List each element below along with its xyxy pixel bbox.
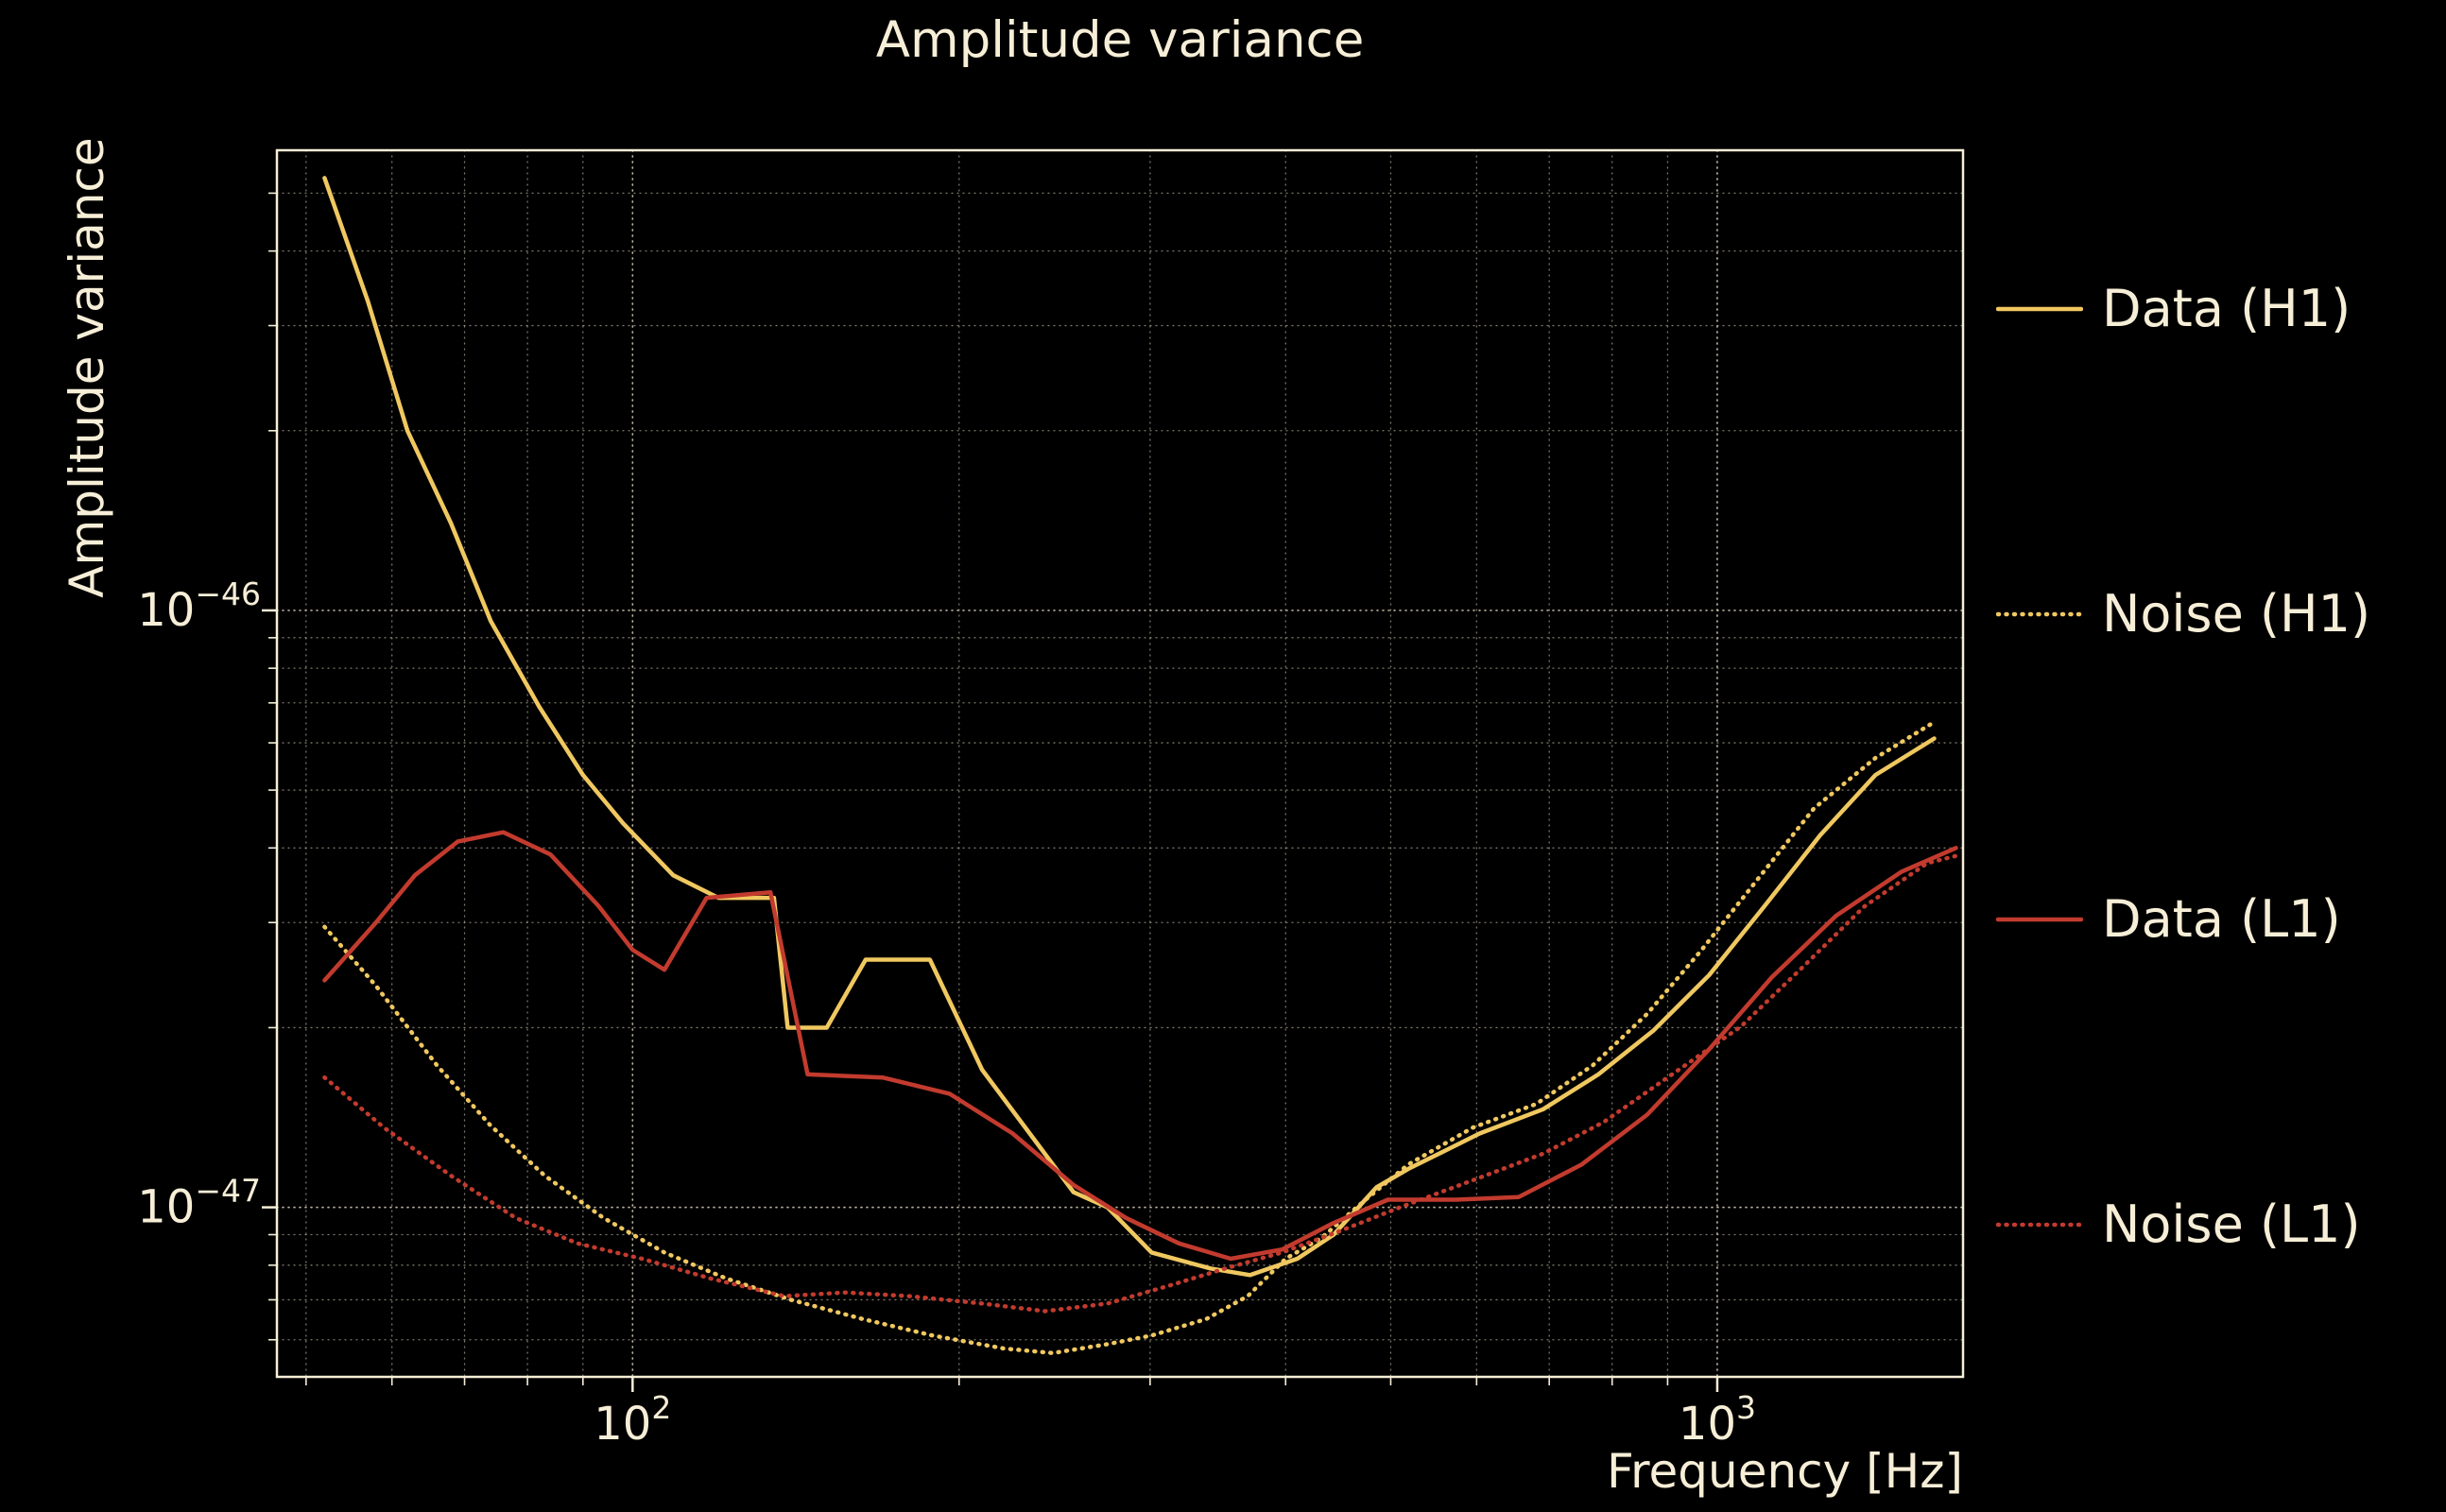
grid xyxy=(276,149,1964,1378)
legend-label: Data (L1) xyxy=(2102,889,2341,949)
axis-ticks xyxy=(262,192,1719,1392)
legend-sample-solid-line xyxy=(1996,306,2083,311)
series-line-noise-l1 xyxy=(322,853,1958,1314)
legend-label: Noise (L1) xyxy=(2102,1194,2361,1254)
plot-frame xyxy=(275,148,1965,1379)
series-line-data-l1 xyxy=(322,830,1958,1262)
chart-title: Amplitude variance xyxy=(875,11,1365,69)
legend-item-noise-h1: Noise (H1) xyxy=(1996,584,2370,644)
legend-label: Noise (H1) xyxy=(2102,584,2371,644)
y-tick-label: 10−46 xyxy=(137,576,261,637)
series-line-noise-h1 xyxy=(322,719,1937,1356)
legend-label: Data (H1) xyxy=(2102,279,2351,338)
x-tick-label: 102 xyxy=(594,1389,671,1451)
series-line-data-h1 xyxy=(322,176,1937,1278)
legend-sample-dotted-line xyxy=(1996,1222,2083,1227)
legend-sample-solid-line xyxy=(1996,917,2083,921)
y-tick-label: 10−47 xyxy=(137,1173,261,1234)
legend-item-noise-l1: Noise (L1) xyxy=(1996,1194,2370,1254)
x-axis-label: Frequency [Hz] xyxy=(1606,1444,1963,1499)
legend-sample-dotted-line xyxy=(1996,611,2083,616)
tick-labels: 102 103 10−46 10−47 xyxy=(137,576,1756,1451)
series-lines xyxy=(322,176,1958,1356)
y-axis-label: Amplitude variance xyxy=(60,137,114,598)
legend: Data (H1) Noise (H1) Data (L1) Noise (L1) xyxy=(1996,279,2370,1254)
legend-item-data-l1: Data (L1) xyxy=(1996,889,2370,949)
x-tick-label: 103 xyxy=(1679,1389,1756,1451)
legend-item-data-h1: Data (H1) xyxy=(1996,279,2370,338)
